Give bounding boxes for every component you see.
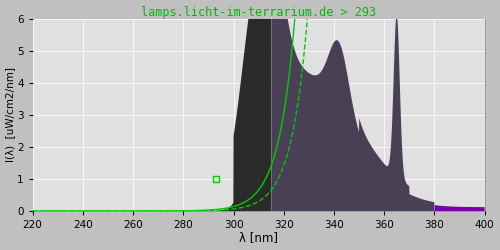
Title: lamps.licht-im-terrarium.de > 293: lamps.licht-im-terrarium.de > 293 xyxy=(141,6,376,18)
Polygon shape xyxy=(32,0,271,211)
Polygon shape xyxy=(272,0,434,211)
X-axis label: λ [nm]: λ [nm] xyxy=(239,232,278,244)
Y-axis label: I(λ)  [uW/cm2/nm]: I(λ) [uW/cm2/nm] xyxy=(6,67,16,162)
Polygon shape xyxy=(434,205,484,211)
